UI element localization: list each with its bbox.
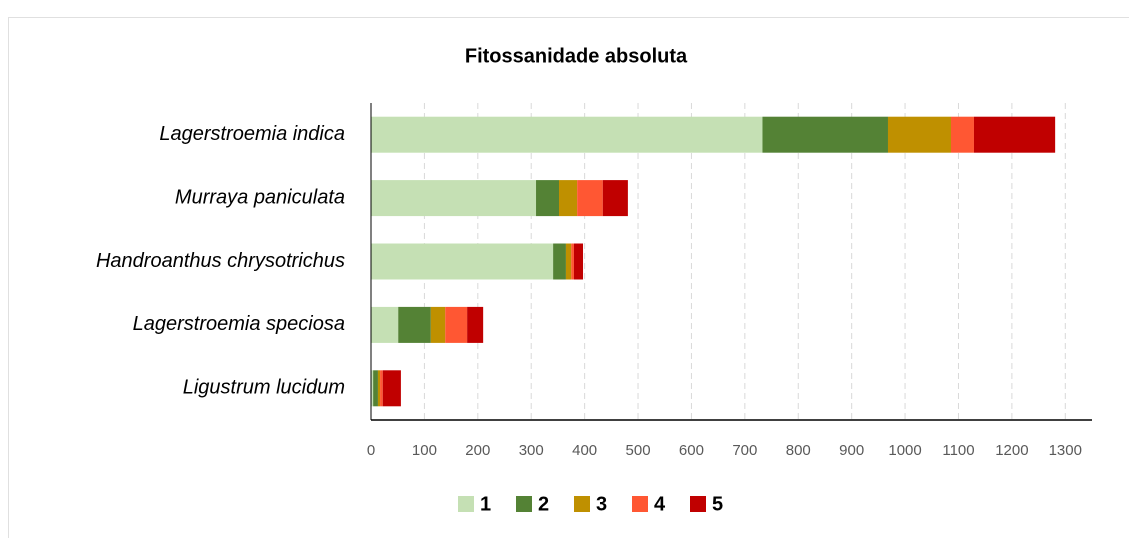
bar-segment [371, 307, 398, 343]
chart-title: Fitossanidade absoluta [465, 45, 688, 67]
y-tick-label: Ligustrum lucidum [183, 377, 345, 399]
legend-label: 3 [596, 493, 607, 515]
bar-segment [536, 180, 559, 216]
x-tick-label: 400 [572, 442, 597, 459]
x-tick-label: 600 [679, 442, 704, 459]
x-tick-label: 100 [412, 442, 437, 459]
x-tick-label: 500 [626, 442, 651, 459]
legend-swatch [516, 496, 532, 512]
bar-segment [371, 180, 536, 216]
bar-segment [431, 307, 445, 343]
bar-segment [371, 117, 762, 153]
x-tick-label: 1000 [888, 442, 921, 459]
bar-segment [974, 117, 1055, 153]
y-tick-label: Handroanthus chrysotrichus [96, 250, 345, 272]
x-tick-label: 1200 [995, 442, 1028, 459]
x-tick-label: 900 [839, 442, 864, 459]
bar-segment [380, 370, 383, 406]
bar-segment [383, 370, 401, 406]
x-tick-label: 0 [367, 442, 375, 459]
bar-segment [398, 307, 431, 343]
bar-segment [951, 117, 974, 153]
y-tick-label: Murraya paniculata [175, 186, 345, 208]
bar-segment [553, 244, 566, 280]
bar-segment [577, 180, 603, 216]
legend-swatch [458, 496, 474, 512]
bar-segment [467, 307, 483, 343]
x-tick-label: 800 [786, 442, 811, 459]
bar-segment [559, 180, 577, 216]
x-tick-label: 1100 [942, 442, 974, 459]
bar-segment [888, 117, 951, 153]
bar-segment [371, 244, 553, 280]
bar-segment [603, 180, 628, 216]
x-tick-label: 1300 [1049, 442, 1082, 459]
x-tick-label: 200 [465, 442, 490, 459]
bar-segment [445, 307, 467, 343]
legend-swatch [690, 496, 706, 512]
x-tick-label: 700 [732, 442, 757, 459]
bar-segment [574, 244, 583, 280]
bar-segment [762, 117, 888, 153]
y-tick-label: Lagerstroemia indica [159, 123, 345, 145]
legend-swatch [632, 496, 648, 512]
bar-segment [571, 244, 574, 280]
bar-segment [378, 370, 380, 406]
y-tick-label: Lagerstroemia speciosa [133, 313, 345, 335]
legend-label: 2 [538, 493, 549, 515]
bar-segment [373, 370, 378, 406]
legend-label: 5 [712, 493, 723, 515]
bar-segment [566, 244, 571, 280]
x-tick-label: 300 [519, 442, 544, 459]
legend-swatch [574, 496, 590, 512]
legend-label: 4 [654, 493, 666, 515]
legend-label: 1 [480, 493, 491, 515]
